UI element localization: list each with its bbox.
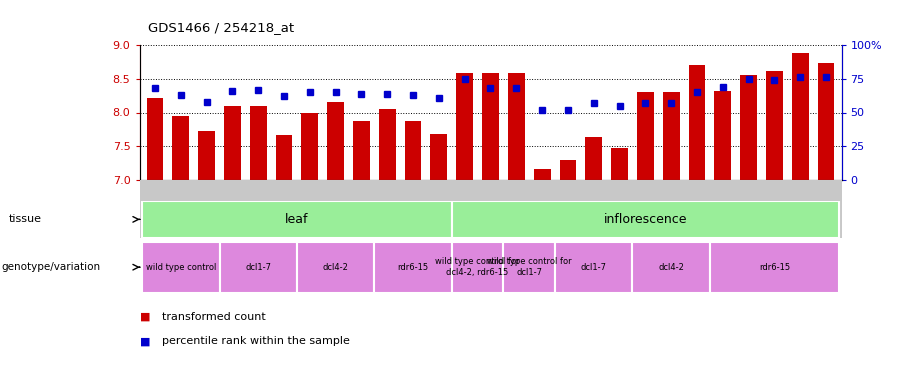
- Bar: [374, 242, 452, 292]
- Text: wild type control for
dcl1-7: wild type control for dcl1-7: [487, 258, 572, 277]
- Text: rdr6-15: rdr6-15: [759, 262, 790, 272]
- Bar: [275, 135, 292, 180]
- Bar: [585, 137, 602, 180]
- Bar: [560, 160, 576, 180]
- Bar: [611, 148, 628, 180]
- Bar: [224, 106, 241, 180]
- Bar: [792, 53, 808, 180]
- Text: GDS1466 / 254218_at: GDS1466 / 254218_at: [148, 21, 294, 34]
- Bar: [379, 109, 396, 180]
- Bar: [220, 242, 297, 292]
- Bar: [503, 242, 555, 292]
- Bar: [555, 242, 633, 292]
- Bar: [817, 63, 834, 180]
- Bar: [740, 75, 757, 180]
- Text: leaf: leaf: [285, 213, 309, 226]
- Bar: [198, 131, 215, 180]
- Bar: [142, 242, 220, 292]
- Text: ■: ■: [140, 312, 150, 322]
- Bar: [688, 65, 706, 180]
- Bar: [766, 70, 783, 180]
- Bar: [297, 242, 374, 292]
- Bar: [508, 74, 525, 180]
- Bar: [637, 92, 653, 180]
- Text: inflorescence: inflorescence: [604, 213, 687, 226]
- Bar: [328, 102, 344, 180]
- Bar: [452, 242, 503, 292]
- Text: transformed count: transformed count: [162, 312, 266, 322]
- Bar: [715, 91, 731, 180]
- Bar: [456, 74, 473, 180]
- Text: rdr6-15: rdr6-15: [398, 262, 428, 272]
- Bar: [302, 112, 319, 180]
- Bar: [452, 201, 839, 238]
- Bar: [430, 134, 447, 180]
- Bar: [662, 92, 680, 180]
- Bar: [250, 106, 266, 180]
- Text: dcl4-2: dcl4-2: [658, 262, 684, 272]
- Bar: [405, 121, 421, 180]
- Bar: [353, 121, 370, 180]
- Bar: [482, 74, 499, 180]
- Bar: [173, 116, 189, 180]
- Text: dcl4-2: dcl4-2: [323, 262, 348, 272]
- Text: dcl1-7: dcl1-7: [580, 262, 607, 272]
- Bar: [147, 98, 164, 180]
- Text: wild type control for
dcl4-2, rdr6-15: wild type control for dcl4-2, rdr6-15: [436, 258, 520, 277]
- Text: tissue: tissue: [9, 214, 42, 224]
- Bar: [633, 242, 710, 292]
- Bar: [710, 242, 839, 292]
- Text: dcl1-7: dcl1-7: [245, 262, 271, 272]
- Text: ■: ■: [140, 336, 150, 346]
- Text: percentile rank within the sample: percentile rank within the sample: [162, 336, 350, 346]
- Text: genotype/variation: genotype/variation: [2, 262, 101, 272]
- Bar: [142, 201, 452, 238]
- Bar: [534, 168, 551, 180]
- Text: wild type control: wild type control: [146, 262, 216, 272]
